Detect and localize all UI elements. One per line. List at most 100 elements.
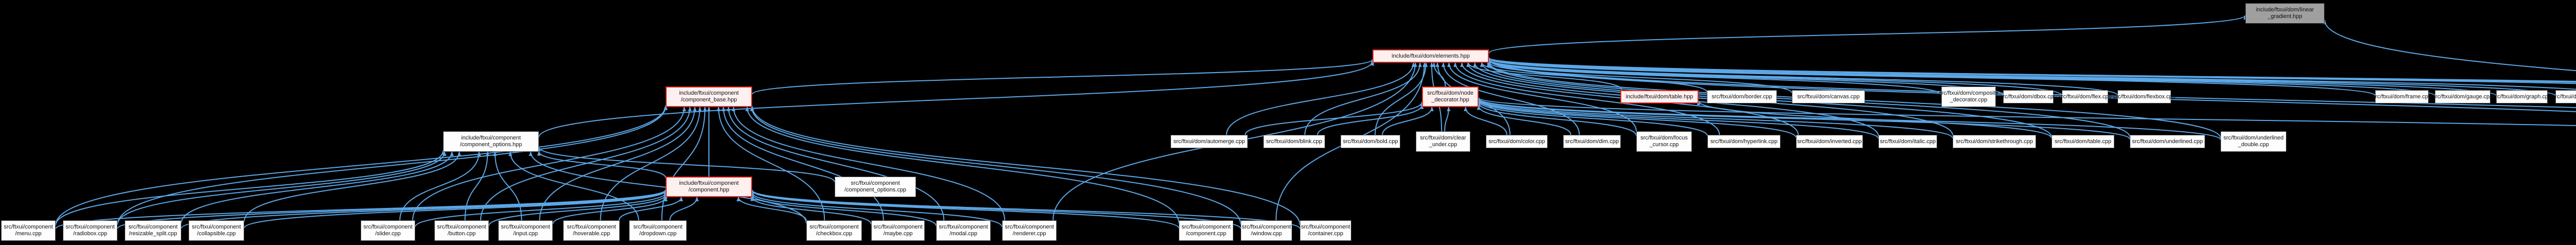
- include-edge-table_hpp-to-elements: [1466, 62, 1622, 91]
- graph-node-canvas[interactable]: src/ftxui/dom/canvas.cpp: [1792, 90, 1865, 103]
- node-label-line: src/ftxui/dom/underlined: [2223, 135, 2284, 141]
- node-label-line: src/ftxui/component: [192, 224, 241, 230]
- include-edge-input-to-comp_base: [539, 107, 697, 221]
- graph-node-dropdown[interactable]: src/ftxui/component/dropdown.cpp: [629, 220, 687, 241]
- graph-node-flexbox[interactable]: src/ftxui/dom/flexbox.cpp: [2113, 90, 2176, 103]
- node-label-line: include/ftxui/dom/table.hpp: [1625, 93, 1693, 100]
- node-label-line: src/ftxui/dom/flexbox.cpp: [2113, 93, 2176, 100]
- graph-node-dbox[interactable]: src/ftxui/dom/dbox.cpp: [2000, 90, 2057, 103]
- node-label-line: /component_base.hpp: [681, 97, 737, 103]
- graph-node-window[interactable]: src/ftxui/component/window.cpp: [1241, 220, 1292, 241]
- graph-node-comp-opts[interactable]: include/ftxui/component/component_option…: [443, 131, 539, 152]
- graph-node-menu[interactable]: src/ftxui/component/menu.cpp: [1, 220, 56, 241]
- graph-node-dim[interactable]: src/ftxui/dom/dim.cpp: [1563, 135, 1621, 148]
- graph-node-graph[interactable]: src/ftxui/dom/graph.cpp: [2493, 90, 2551, 103]
- graph-node-radiobox[interactable]: src/ftxui/component/radiobox.cpp: [63, 220, 117, 241]
- graph-node-comp-hpp[interactable]: include/ftxui/component/component.hpp: [666, 177, 752, 197]
- graph-node-maybe[interactable]: src/ftxui/component/maybe.cpp: [871, 220, 925, 241]
- node-label-line: include/ftxui/component: [461, 135, 521, 141]
- graph-node-focus-cursor[interactable]: src/ftxui/dom/focus _cursor.cpp: [1636, 131, 1692, 152]
- include-edge-comp_hpp-to-comp_opts: [537, 151, 666, 178]
- graph-node-underlined[interactable]: src/ftxui/dom/underlined.cpp: [2130, 135, 2205, 148]
- include-edge-elements-to-lg_hpp: [1488, 14, 2247, 54]
- node-label-line: src/ftxui/component: [1301, 224, 1350, 230]
- node-label-line: src/ftxui/dom/border.cpp: [1711, 93, 1772, 100]
- include-edge-color-to-node_dec: [1464, 107, 1507, 135]
- graph-node-border[interactable]: src/ftxui/dom/border.cpp: [1707, 90, 1777, 103]
- graph-node-italic[interactable]: src/ftxui/dom/italic.cpp: [1878, 135, 1937, 148]
- node-label-line: /component_options.hpp: [460, 142, 522, 148]
- graph-node-checkbox[interactable]: src/ftxui/component/checkbox.cpp: [806, 220, 862, 241]
- graph-node-comp-base[interactable]: include/ftxui/component/component_base.h…: [666, 86, 752, 107]
- graph-node-clear-under[interactable]: src/ftxui/dom/clear _under.cpp: [1416, 131, 1470, 152]
- node-label-line: src/ftxui/dom/dim.cpp: [1565, 138, 1619, 145]
- node-label-line: _decorator.hpp: [1431, 97, 1469, 103]
- graph-node-table-cpp[interactable]: src/ftxui/dom/table.cpp: [2052, 135, 2114, 148]
- include-edge-strikethrough-to-node_dec: [1477, 98, 1953, 138]
- include-edge-lg_cpp-to-lg_hpp: [2323, 19, 2576, 72]
- graph-node-composite[interactable]: src/ftxui/dom/composite _decorator.cpp: [1939, 86, 1998, 107]
- graph-node-gauge[interactable]: src/ftxui/dom/gauge.cpp: [2432, 90, 2493, 103]
- node-label-line: _double.cpp: [2238, 142, 2269, 148]
- include-edge-underlined-to-node_dec: [1477, 98, 2130, 140]
- include-edge-menu-to-comp_base: [55, 104, 668, 225]
- graph-node-slider[interactable]: src/ftxui/component/slider.cpp: [361, 220, 415, 241]
- graph-node-elements[interactable]: include/ftxui/dom/elements.hpp: [1372, 49, 1489, 63]
- graph-node-resizable[interactable]: src/ftxui/component/resizable_split.cpp: [125, 220, 181, 241]
- graph-node-renderer[interactable]: src/ftxui/component/renderer.cpp: [1002, 220, 1057, 241]
- graph-node-hoverable[interactable]: src/ftxui/component/hoverable.cpp: [563, 220, 620, 241]
- include-edge-maybe-to-comp_base: [721, 107, 884, 221]
- graph-node-gridbox[interactable]: src/ftxui/dom/gridbox.cpp: [2552, 90, 2576, 103]
- graph-node-underlined-double[interactable]: src/ftxui/dom/underlined _double.cpp: [2221, 131, 2286, 152]
- graph-node-comp-opts-cpp[interactable]: src/ftxui/component/component_options.cp…: [835, 177, 916, 197]
- include-edge-flexbox-to-elements: [1487, 59, 2118, 96]
- node-label-line: src/ftxui/component: [1005, 224, 1054, 230]
- node-label-line: src/ftxui/component: [633, 224, 683, 230]
- graph-node-component[interactable]: src/ftxui/component/component.cpp: [1179, 220, 1233, 241]
- graph-node-blink[interactable]: src/ftxui/dom/blink.cpp: [1263, 135, 1325, 148]
- node-label-line: src/ftxui/dom/blink.cpp: [1266, 138, 1323, 145]
- node-label-line: src/ftxui/dom/inverted.cpp: [1797, 138, 1862, 145]
- include-edge-hyperlink-to-node_dec: [1477, 100, 1708, 136]
- include-edge-italic-to-node_dec: [1477, 99, 1879, 139]
- node-label-line: src/ftxui/component: [437, 224, 486, 230]
- graph-node-button[interactable]: src/ftxui/component/button.cpp: [434, 220, 489, 241]
- graph-node-inverted[interactable]: src/ftxui/dom/inverted.cpp: [1796, 135, 1863, 148]
- node-label-line: src/ftxui/dom/composite: [1939, 90, 1998, 96]
- node-label-line: src/ftxui/dom/gauge.cpp: [2432, 93, 2493, 100]
- include-edge-sel_style-to-elements: [1487, 59, 2576, 112]
- graph-node-container[interactable]: src/ftxui/component/container.cpp: [1300, 220, 1351, 241]
- include-edge-underlined_double-to-node_dec: [1477, 98, 2221, 141]
- graph-node-table-hpp[interactable]: include/ftxui/dom/table.hpp: [1620, 90, 1699, 103]
- graph-node-flex[interactable]: src/ftxui/dom/flex.cpp: [2058, 90, 2112, 103]
- node-label-line: src/ftxui/dom/node: [1427, 90, 1473, 96]
- include-edge-composite-to-elements: [1487, 60, 1942, 95]
- node-label-line: src/ftxui/component: [4, 224, 53, 230]
- graph-node-strikethrough[interactable]: src/ftxui/dom/strikethrough.cpp: [1953, 135, 2036, 148]
- graph-node-hyperlink[interactable]: src/ftxui/dom/hyperlink.cpp: [1707, 135, 1781, 148]
- node-label-line: src/ftxui/dom/clear: [1420, 135, 1466, 141]
- graph-node-frame[interactable]: src/ftxui/dom/frame.cpp: [2372, 90, 2431, 103]
- graph-node-bold[interactable]: src/ftxui/dom/bold.cpp: [1341, 135, 1400, 148]
- include-edge-renderer-to-comp_hpp: [750, 192, 1003, 227]
- graph-node-modal[interactable]: src/ftxui/component/modal.cpp: [936, 220, 991, 241]
- include-edge-component-to-comp_base: [745, 107, 1179, 223]
- include-edge-menu-to-comp_opts: [55, 150, 445, 225]
- node-label-line: /menu.cpp: [15, 231, 42, 237]
- include-edge-input-to-comp_hpp: [552, 197, 668, 224]
- include-edge-comp_opts-to-elements: [538, 61, 1375, 137]
- node-label-line: src/ftxui/dom/hyperlink.cpp: [1710, 138, 1778, 145]
- node-label-line: src/ftxui/component: [567, 224, 616, 230]
- graph-node-input[interactable]: src/ftxui/component/input.cpp: [498, 220, 553, 241]
- graph-node-color[interactable]: src/ftxui/dom/color.cpp: [1486, 135, 1548, 148]
- graph-node-node-dec[interactable]: src/ftxui/dom/node _decorator.hpp: [1422, 86, 1479, 107]
- node-label-line: src/ftxui/component: [128, 224, 178, 230]
- include-edge-blink-to-node_dec: [1317, 104, 1424, 135]
- graph-node-automerge[interactable]: src/ftxui/dom/automerge.cpp: [1171, 135, 1248, 148]
- graph-node-collapsible[interactable]: src/ftxui/component/collapsible.cpp: [189, 220, 244, 241]
- include-edge-dropdown-to-comp_hpp: [669, 197, 699, 221]
- node-label-line: src/ftxui/dom/underlined.cpp: [2132, 138, 2203, 145]
- include-edge-dim-to-node_dec: [1477, 105, 1571, 135]
